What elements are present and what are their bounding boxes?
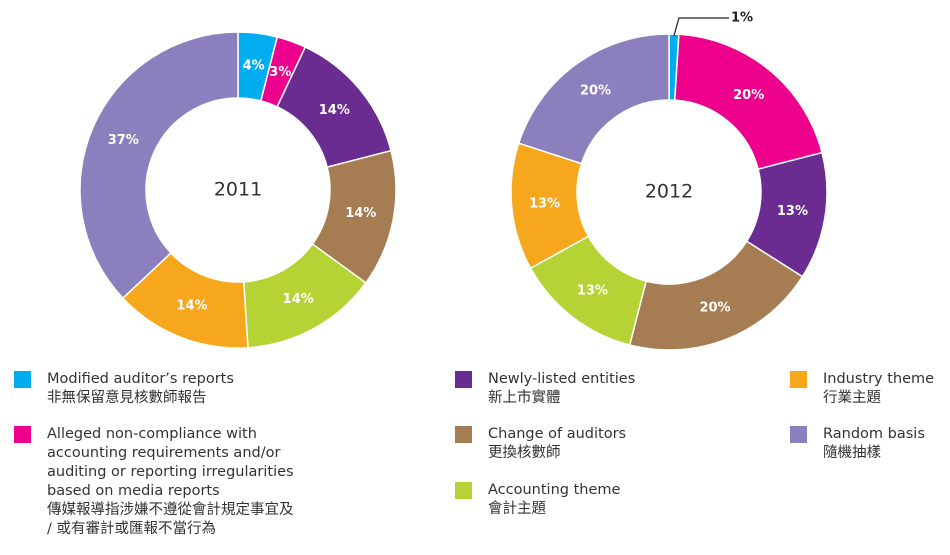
legend-label: Newly-listed entities bbox=[488, 371, 636, 387]
legend-label-zh: 新上市實體 bbox=[488, 390, 561, 406]
value-label: 4% bbox=[243, 58, 265, 73]
value-label: 3% bbox=[269, 65, 291, 80]
value-label: 1% bbox=[731, 11, 753, 26]
legend-text: Random basis 隨機抽樣 bbox=[823, 425, 950, 463]
legend-label: Industry theme bbox=[823, 371, 935, 387]
value-label: 14% bbox=[283, 292, 314, 307]
slice bbox=[517, 33, 670, 165]
legend-label-zh: 非無保留意見核數師報告 bbox=[47, 390, 207, 406]
callout-line bbox=[673, 17, 729, 37]
legend-text: Modified auditor’s reports 非無保留意見核數師報告 bbox=[47, 370, 297, 408]
legend-label: Modified auditor’s reports bbox=[47, 371, 234, 387]
value-label: 14% bbox=[176, 299, 207, 314]
legend-label-zh: 傳媒報導指涉嫌不遵從會計規定事宜及 / 或有審計或匯報不當行為 bbox=[47, 502, 294, 537]
legend-swatch bbox=[790, 371, 807, 388]
value-label: 37% bbox=[108, 133, 139, 148]
legend-label: Accounting theme bbox=[488, 482, 621, 498]
value-label: 13% bbox=[577, 283, 608, 298]
legend-swatch bbox=[455, 426, 472, 443]
legend-item: Newly-listed entities 新上市實體 bbox=[455, 370, 738, 408]
legend-label-zh: 隨機抽樣 bbox=[823, 445, 881, 461]
charts: 4% 3% 14% 14% 14% 14% 37% 2011 1% 20% 13% 20% 13% 13%… bbox=[79, 11, 828, 351]
legend-swatch bbox=[790, 426, 807, 443]
value-label: 13% bbox=[529, 196, 560, 211]
legend-item: Industry theme 行業主題 bbox=[790, 370, 950, 408]
slice bbox=[79, 31, 239, 300]
legend-swatch bbox=[14, 371, 31, 388]
legend-text: Newly-listed entities 新上市實體 bbox=[488, 370, 738, 408]
legend-swatch bbox=[455, 371, 472, 388]
value-label: 13% bbox=[777, 204, 808, 219]
legend-label: Random basis bbox=[823, 426, 925, 442]
legend-item: Change of auditors 更換核數師 bbox=[455, 425, 738, 463]
value-label: 20% bbox=[580, 83, 611, 98]
value-label: 20% bbox=[733, 88, 764, 103]
chart-title: 2012 bbox=[645, 181, 693, 203]
legend-text: Alleged non-compliance with accounting r… bbox=[47, 425, 297, 539]
legend-text: Change of auditors 更換核數師 bbox=[488, 425, 738, 463]
legend-label-zh: 行業主題 bbox=[823, 390, 881, 406]
chart-title: 2011 bbox=[214, 179, 262, 201]
legend-text: Accounting theme 會計主題 bbox=[488, 481, 738, 519]
legend-item: Accounting theme 會計主題 bbox=[455, 481, 738, 519]
value-label: 14% bbox=[319, 103, 350, 118]
value-label: 14% bbox=[345, 206, 376, 221]
legend-item: Modified auditor’s reports 非無保留意見核數師報告 bbox=[14, 370, 297, 408]
legend-text: Industry theme 行業主題 bbox=[823, 370, 950, 408]
legend-swatch bbox=[14, 426, 31, 443]
value-label: 20% bbox=[699, 301, 730, 316]
legend-label-zh: 會計主題 bbox=[488, 501, 546, 517]
legend-swatch bbox=[455, 482, 472, 499]
legend-label: Change of auditors bbox=[488, 426, 627, 442]
legend-label-zh: 更換核數師 bbox=[488, 445, 561, 461]
legend-item: Random basis 隨機抽樣 bbox=[790, 425, 950, 463]
legend-label: Alleged non-compliance with accounting r… bbox=[47, 426, 294, 499]
legend-item: Alleged non-compliance with accounting r… bbox=[14, 425, 297, 539]
